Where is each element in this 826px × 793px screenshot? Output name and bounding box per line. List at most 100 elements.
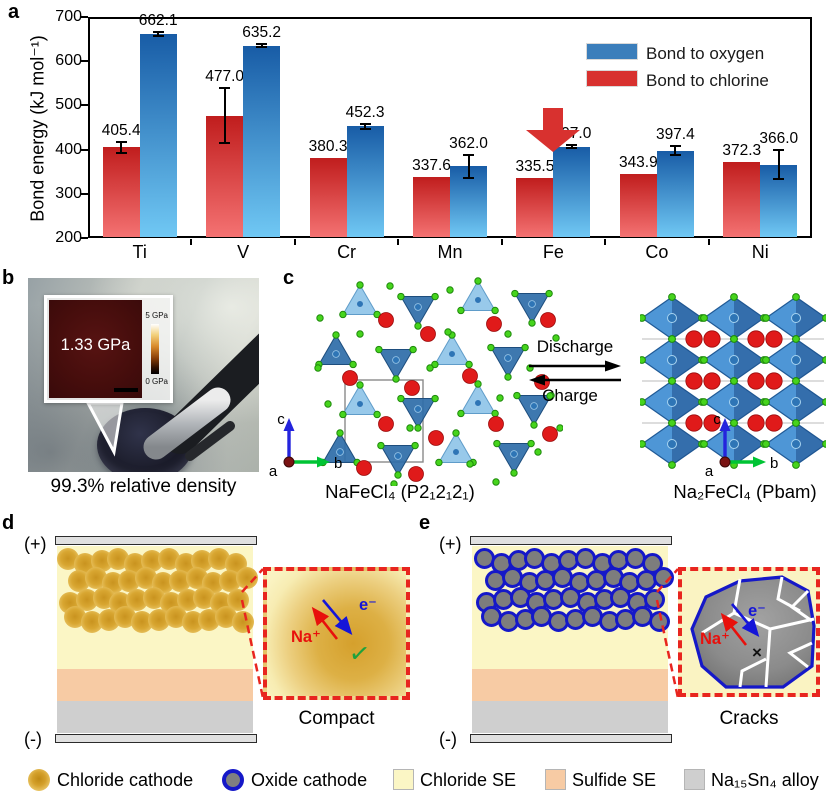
error-bar-cap <box>669 154 681 157</box>
octahedron-facet <box>734 423 764 465</box>
cl-atom <box>414 424 422 432</box>
na-atom <box>462 368 478 384</box>
error-bar <box>223 87 226 144</box>
ytick-400 <box>80 148 88 151</box>
cl-atom <box>527 439 535 448</box>
cl-atom <box>406 424 414 432</box>
cl-atom <box>668 335 676 343</box>
na-atom <box>765 372 783 390</box>
e-sulfide-se-layer <box>472 669 668 701</box>
ytick-600 <box>80 60 88 63</box>
cl-atom <box>457 409 465 418</box>
electron-arrow <box>730 603 760 638</box>
error-bar-cap <box>152 30 164 33</box>
error-bar-cap <box>773 178 785 181</box>
tweezers-tip <box>143 387 231 460</box>
cl-atom <box>792 293 800 301</box>
colorbar-min: 0 GPa <box>145 377 168 386</box>
na-atom <box>747 330 765 348</box>
cl-atom <box>545 289 553 298</box>
oxide-cathode-particle <box>644 589 665 610</box>
d-inset-arrows <box>311 599 353 640</box>
chloride-cathode-particle <box>198 608 221 631</box>
fe-atom <box>729 439 739 449</box>
cl-atom <box>465 360 473 369</box>
b-axis-arrow-head <box>753 456 766 468</box>
b-axis-arrow-head <box>317 456 330 468</box>
scale-bar <box>114 388 138 392</box>
fecl4-tetrahedron <box>516 395 552 426</box>
cl-atom <box>822 398 826 406</box>
error-bar <box>157 31 160 36</box>
error-bar-cap <box>115 151 127 154</box>
cl-atom <box>474 380 482 388</box>
oxide-cathode-particle <box>649 611 670 632</box>
octahedron-facet <box>734 297 764 339</box>
cl-atom <box>730 335 738 343</box>
fe-atom <box>667 355 677 365</box>
category-label-Cr: Cr <box>337 242 357 262</box>
chloride-cathode-particle <box>215 606 238 628</box>
cl-atom <box>762 356 770 364</box>
a-axis-dot <box>283 456 295 468</box>
cl-atom <box>491 306 499 315</box>
error-bar-cap <box>219 142 231 145</box>
cl-atom <box>386 282 394 290</box>
cl-atom <box>762 314 770 322</box>
d-caption: Compact <box>298 708 375 729</box>
oxide-cathode-swatch <box>222 769 244 791</box>
cl-atom <box>530 421 538 429</box>
error-bar-cap <box>773 149 785 152</box>
bar-Co-oxygen <box>656 150 694 237</box>
cl-atom <box>332 331 340 339</box>
cl-atom <box>377 441 385 450</box>
panel-a-label: a <box>8 1 20 23</box>
octahedron-facet <box>672 297 702 339</box>
chloride-cathode-particle <box>164 606 187 628</box>
charge-label: Charge <box>542 386 598 405</box>
chloride-cathode-particle <box>114 606 137 628</box>
panel-d-label: d <box>2 512 15 534</box>
d-positive-terminal: (+) <box>24 534 47 554</box>
footer-legend: Chloride cathode Oxide cathode Chloride … <box>0 760 826 793</box>
fe-atom <box>510 450 518 458</box>
legend-label-oxygen: Bond to oxygen <box>646 44 765 63</box>
octahedron-facet <box>796 297 826 339</box>
fecl4-tetrahedron <box>460 383 496 414</box>
octahedron-facet <box>672 423 702 465</box>
sulfide-se-label: Sulfide SE <box>572 770 657 790</box>
fe-atom <box>474 296 482 304</box>
category-label-Mn: Mn <box>437 242 463 262</box>
value-label-Ti-oxygen: 662.1 <box>138 11 178 29</box>
ytick-300 <box>80 192 88 195</box>
chloride-cathode-particle <box>176 589 199 611</box>
d-sulfide-se-layer <box>57 669 253 701</box>
fe-atom <box>530 402 538 410</box>
chloride-cathode-particle <box>97 608 120 631</box>
cl-atom <box>336 429 344 437</box>
alloy-swatch <box>684 769 705 790</box>
panel-b-label: b <box>2 267 15 289</box>
callout-line <box>655 599 680 699</box>
fe-atom <box>448 350 456 358</box>
cl-atom <box>390 480 398 486</box>
cl-atom <box>792 335 800 343</box>
cl-atom <box>521 343 529 352</box>
fecl4-tetrahedron <box>490 347 526 378</box>
error-bar-cap <box>463 176 474 179</box>
cl-atom <box>444 328 452 336</box>
na-atom <box>747 372 765 390</box>
error-bar-cap <box>359 123 371 126</box>
cl-atom <box>492 478 500 486</box>
tweezers-lower-prong <box>185 421 235 461</box>
legend-label-chlorine: Bond to chlorine <box>646 71 769 90</box>
value-label-Co-chlorine: 343.9 <box>618 154 658 172</box>
cl-atom <box>528 319 536 327</box>
cl-atom <box>668 461 676 469</box>
ytick-label-300: 300 <box>55 184 82 202</box>
cl-atom <box>534 448 542 456</box>
fecl4-tetrahedron <box>342 384 378 415</box>
octahedron-facet <box>796 381 826 423</box>
colorbar <box>151 324 159 374</box>
chloride-cathode-particle <box>64 606 86 628</box>
